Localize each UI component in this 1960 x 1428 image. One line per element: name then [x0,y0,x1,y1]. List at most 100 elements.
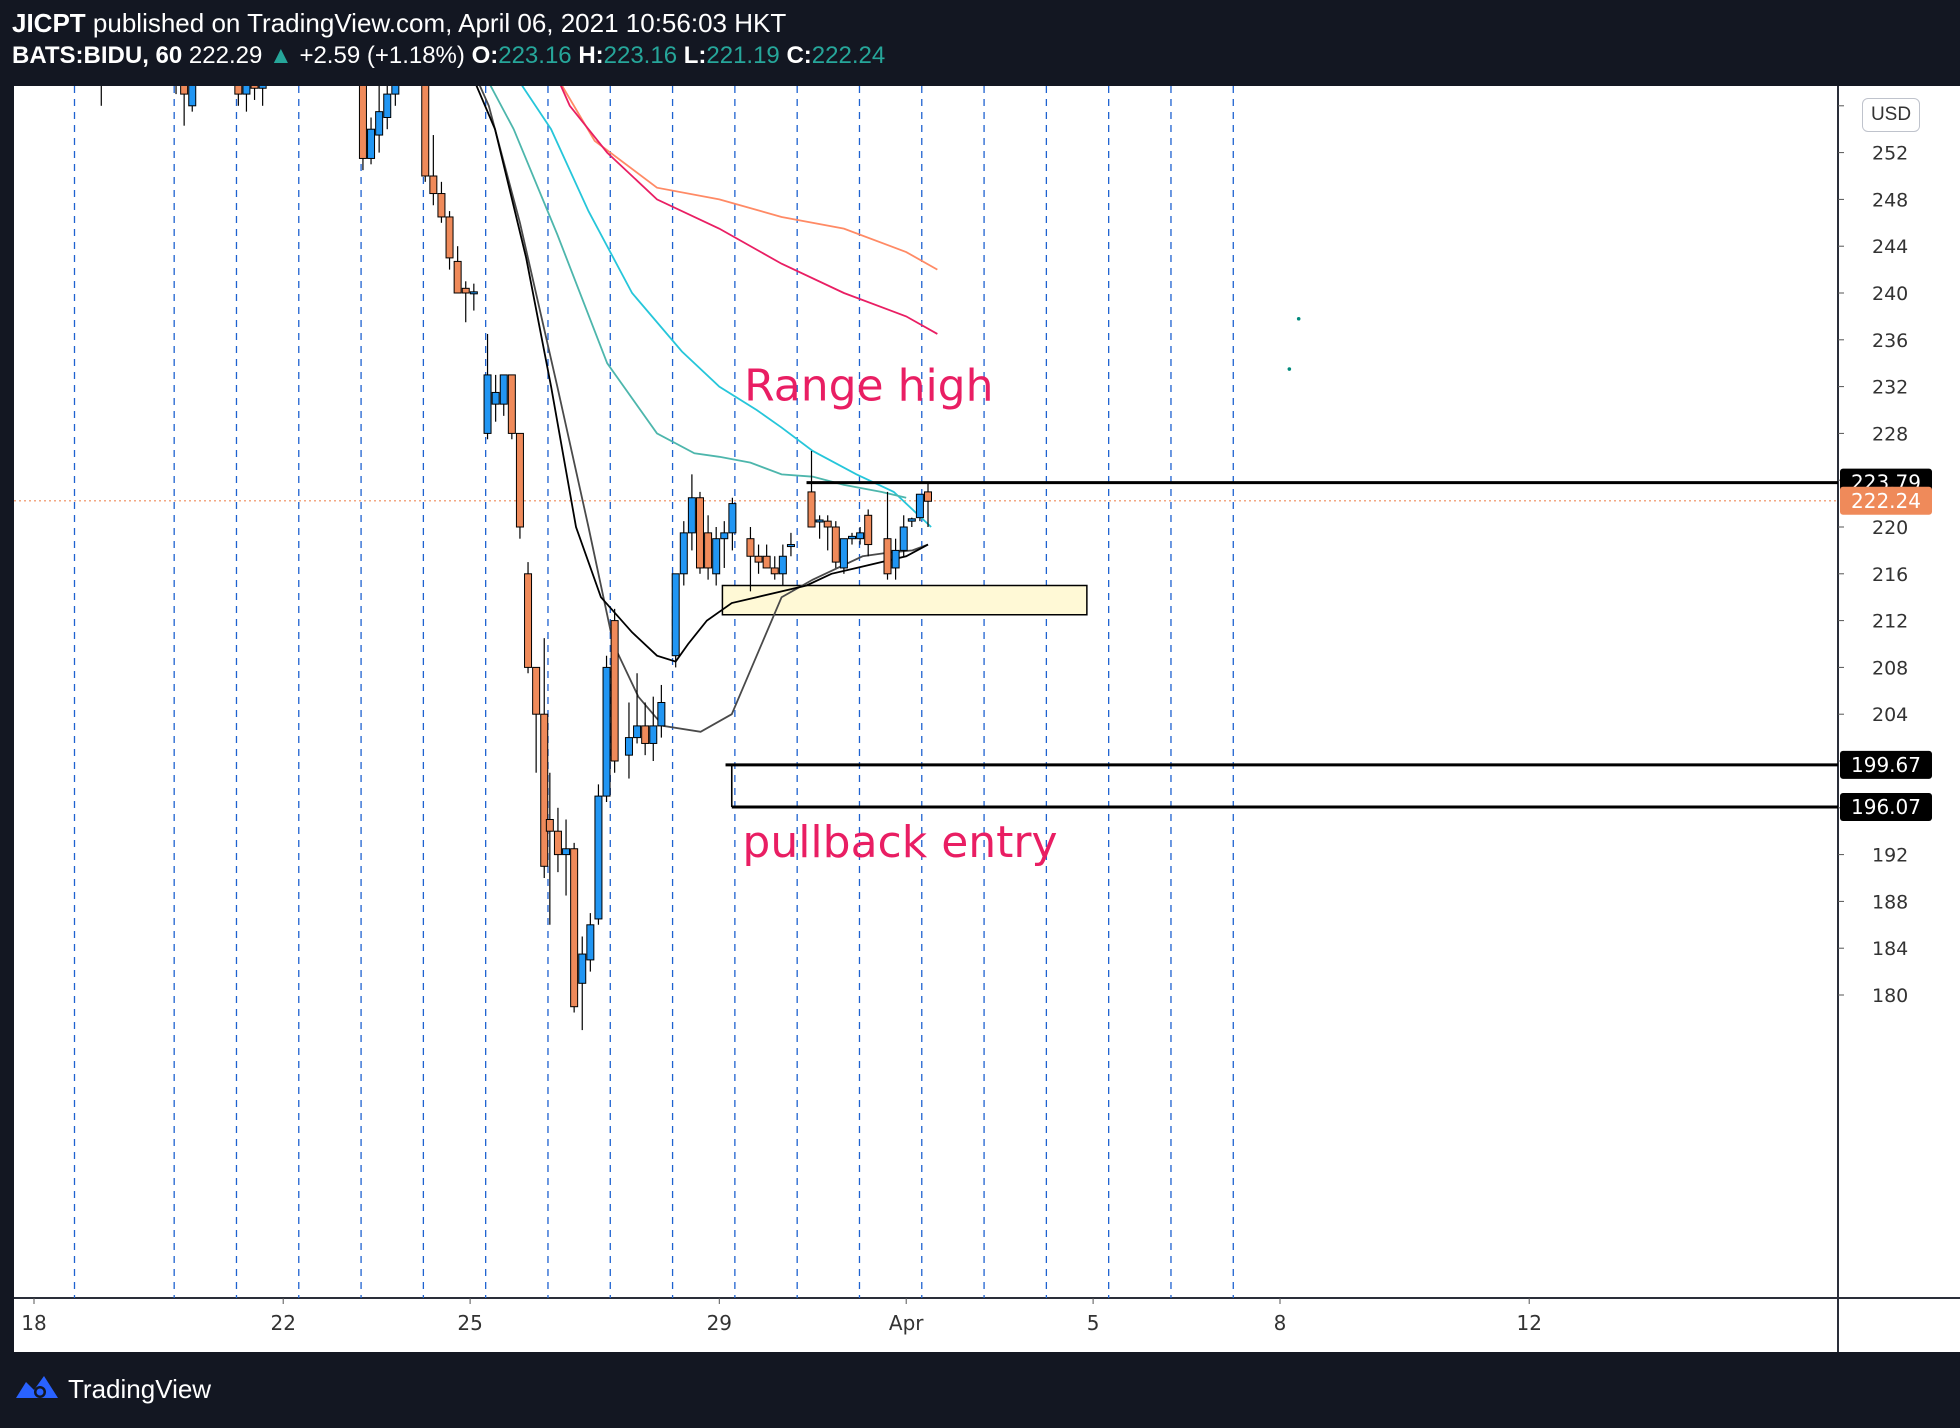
candle-body [445,216,454,259]
chart-annotation: Range high [744,361,993,412]
candle-body [823,520,832,528]
open-value: 223.16 [498,42,572,69]
publisher-line: JICPT published on TradingView.com, Apri… [12,8,786,39]
candle-body [453,260,462,294]
candle-body [391,86,400,95]
candle-body [899,526,908,551]
price-tick-label: 204 [1872,704,1908,726]
candle-body [515,432,524,528]
chart-annotation: pullback entry [742,817,1057,868]
candle-body [553,830,562,856]
candle-body [532,666,541,715]
moving-average-line [475,86,929,663]
candle-body [242,86,251,95]
price-tick-label: 228 [1872,423,1908,445]
candle-body [98,59,105,82]
moving-average-line [561,86,938,271]
price-label-tag [1840,792,1932,821]
candle-body [570,848,579,1008]
candle-body [883,538,892,575]
candle-body [746,538,755,557]
plot-area[interactable] [14,86,1838,1298]
candle-body [437,193,446,218]
close-value: 222.24 [811,42,886,69]
candle-body [586,924,595,961]
candle-body [258,86,267,89]
candle-body [562,848,571,856]
price-tick-label: 180 [1872,985,1908,1007]
currency-button[interactable]: USD [1862,98,1920,132]
price-tick-label: 244 [1872,236,1908,258]
price-label-tag [1840,750,1932,779]
candle-body [578,953,587,984]
low-label: L: [683,42,707,69]
candle-body [679,532,688,575]
candle-body [671,573,680,657]
candle-body [695,497,704,569]
candle-body [649,725,658,744]
time-tick-label: 8 [1274,1311,1287,1335]
quote-line: BATS:BIDU, 60 222.29 ▲ +2.59 (+1.18%) O:… [12,42,885,70]
candle-body [180,86,189,95]
moving-average-line [560,86,938,335]
time-tick-label: 22 [270,1311,295,1335]
candle-body [421,86,430,177]
time-tick-label: 29 [707,1311,732,1335]
candle-body [847,535,856,540]
published-info: published on TradingView.com, April 06, … [85,8,787,38]
candle-body [915,493,924,519]
candle-body [786,544,795,548]
price-tick-label: 236 [1872,330,1908,352]
support-zone [721,584,1088,616]
moving-average-line [489,86,907,499]
price-label-text: 196.07 [1851,795,1921,819]
candle-body [633,725,642,739]
price-tick-label: 248 [1872,189,1908,211]
candle-body [188,86,197,107]
candle-body [839,538,848,569]
chart-footer: TradingView [0,1352,1960,1428]
time-axis[interactable] [14,1298,1960,1352]
candle-body [778,555,787,575]
price-axis[interactable] [1838,86,1960,1298]
candle-body [507,374,516,434]
candle-body [173,36,180,77]
price-tick-label: 220 [1872,517,1908,539]
symbol-label: BATS:BIDU, 60 [12,42,183,69]
candle-body [358,86,367,159]
candle-body [545,819,554,832]
price-tick-label: 212 [1872,611,1908,633]
candle-body [383,93,392,118]
last-price: 222.29 [188,42,263,69]
change-arrow-icon: ▲ [269,42,293,69]
open-label: O: [471,42,499,69]
candle-body [815,519,824,523]
candle-body [524,573,533,668]
candle-body [469,291,478,295]
indicator-dot [1287,367,1292,371]
candle-body [375,111,384,136]
price-tick-label: 184 [1872,938,1908,960]
price-tick-label: 240 [1872,283,1908,305]
candle-body [762,555,771,569]
candle-body [831,526,840,563]
price-label-tag [1840,486,1932,515]
candle-body [704,532,713,569]
candle-body [483,374,492,434]
high-label: H: [578,42,604,69]
price-label-text: 199.67 [1851,753,1921,777]
candle-body [657,702,666,727]
candle-body [856,532,865,540]
time-tick-label: 25 [457,1311,482,1335]
candle-body [610,620,619,762]
low-value: 221.19 [706,42,780,69]
candle-body [499,374,508,405]
price-label-text: 222.24 [1851,489,1921,513]
candle-body [234,86,243,95]
price-tick-label: 192 [1872,845,1908,867]
candle-body [594,795,603,920]
candle-body [367,128,376,159]
time-tick-label: 5 [1087,1311,1100,1335]
candle-body [728,503,737,534]
